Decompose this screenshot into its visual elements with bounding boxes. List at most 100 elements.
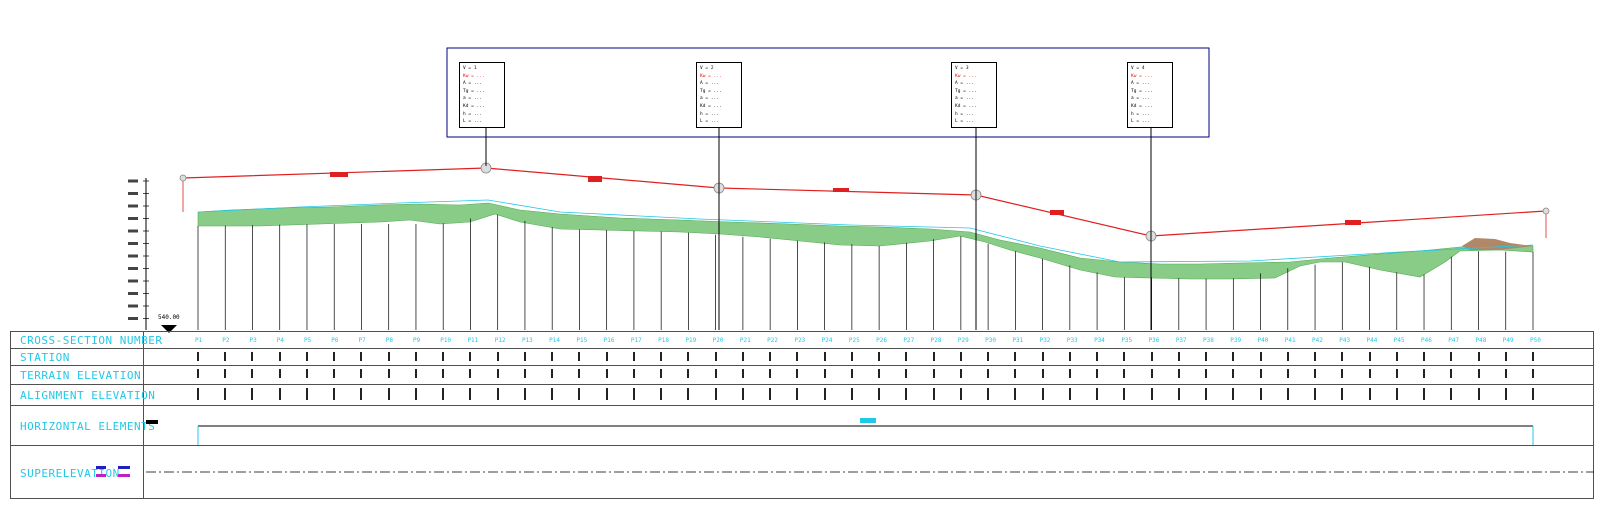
band-value-mark xyxy=(1232,369,1235,378)
pvi-box-line: Kw = ... xyxy=(700,73,722,79)
band-value-mark xyxy=(278,369,281,378)
band-value-mark xyxy=(1177,388,1180,400)
axis-tick-label xyxy=(128,304,138,308)
pvi-box-line: A = ... xyxy=(955,81,974,87)
axis-tick-label xyxy=(128,242,138,245)
band-value-mark xyxy=(469,369,472,378)
band-value-mark xyxy=(278,352,281,361)
band-value-mark xyxy=(660,388,663,400)
cross-section-label: P18 xyxy=(658,337,669,344)
band-value-mark xyxy=(1477,352,1480,361)
band-value-mark xyxy=(714,369,717,378)
pvi-box-line: L = ... xyxy=(463,119,482,125)
band-value-mark xyxy=(1532,352,1534,361)
band-value-mark xyxy=(1395,352,1398,361)
band-table xyxy=(10,331,1594,499)
band-value-mark xyxy=(1423,388,1426,400)
band-value-mark xyxy=(1096,369,1099,378)
pvi-box-line: a = ... xyxy=(955,96,974,102)
cross-section-label: P20 xyxy=(712,337,724,344)
band-value-mark xyxy=(741,352,744,361)
band-value-mark xyxy=(578,369,581,378)
band-value-mark xyxy=(605,388,608,400)
pvi-box-line: a = ... xyxy=(463,96,482,102)
band-value-mark xyxy=(769,352,772,361)
band-value-mark xyxy=(1205,388,1208,400)
band-value-mark xyxy=(469,388,472,400)
band-value-mark xyxy=(1423,352,1426,361)
band-value-mark xyxy=(1368,369,1371,378)
band-value-mark xyxy=(1259,388,1262,400)
band-value-mark xyxy=(442,369,445,378)
band-value-mark xyxy=(333,369,336,378)
band-value-mark xyxy=(1014,352,1017,361)
band-value-mark xyxy=(1096,352,1099,361)
band-value-mark xyxy=(578,388,581,400)
axis-tick-label xyxy=(128,279,138,283)
pvi-data-box: V = 2 Kw = ... A = ... Tg = ... a = ... Kd = … xyxy=(696,62,742,128)
band-value-mark xyxy=(714,352,717,361)
band-value-mark xyxy=(1286,369,1289,378)
cross-section-label: P14 xyxy=(549,337,561,344)
axis-tick-label xyxy=(128,179,138,183)
band-value-mark xyxy=(1450,369,1453,378)
band-value-mark xyxy=(1014,388,1017,400)
cross-section-label: P4 xyxy=(276,337,284,344)
cross-section-label: P37 xyxy=(1175,337,1187,344)
band-value-mark xyxy=(687,388,690,400)
band-value-mark xyxy=(496,388,499,400)
band-value-mark xyxy=(1477,369,1480,378)
band-value-mark xyxy=(251,369,254,378)
band-value-mark xyxy=(796,352,799,361)
band-divider-1 xyxy=(10,348,1594,349)
pvi-box-line: a = ... xyxy=(1131,96,1150,102)
band-value-mark xyxy=(333,388,336,400)
band-value-mark xyxy=(1150,352,1153,361)
axis-tick-label xyxy=(128,267,138,270)
band-value-mark xyxy=(850,369,853,378)
band-value-mark xyxy=(442,352,445,361)
band-value-mark xyxy=(878,352,881,361)
cross-section-label: P46 xyxy=(1421,337,1432,344)
band-value-mark xyxy=(632,388,635,400)
band-value-mark xyxy=(741,388,744,400)
grade-labels xyxy=(330,172,1361,225)
cross-section-label: P39 xyxy=(1230,337,1242,344)
band-value-mark xyxy=(224,369,227,378)
band-value-mark xyxy=(1395,388,1398,400)
band-value-mark xyxy=(387,388,390,400)
cross-section-label: P35 xyxy=(1121,337,1133,344)
cross-section-label: P31 xyxy=(1012,337,1024,344)
pvi-box-line: Kw = ... xyxy=(463,73,485,79)
band-value-mark xyxy=(1014,369,1017,378)
band-value-mark xyxy=(959,369,962,378)
band-value-mark xyxy=(414,352,417,361)
band-value-mark xyxy=(224,388,227,400)
band-value-mark xyxy=(905,388,908,400)
cross-section-label: P48 xyxy=(1475,337,1487,344)
band-value-mark xyxy=(1504,352,1507,361)
band-value-mark xyxy=(1314,352,1317,361)
cross-section-label: P13 xyxy=(521,337,533,344)
cross-section-label: P1 xyxy=(195,337,203,344)
cross-section-label: P24 xyxy=(821,337,833,344)
band-value-mark xyxy=(1041,388,1044,400)
cyan-existing-ground xyxy=(197,199,1534,263)
band-value-mark xyxy=(360,369,363,378)
cross-section-label: P22 xyxy=(767,337,778,344)
band-value-mark xyxy=(714,388,717,400)
pvi-box-line: Kd = ... xyxy=(1131,103,1153,109)
cross-section-label: P40 xyxy=(1257,337,1269,344)
band-value-mark xyxy=(1150,369,1153,378)
cross-section-label: P49 xyxy=(1502,337,1514,344)
pvi-box-line: a = ... xyxy=(700,96,719,102)
pvi-box-line: Kd = ... xyxy=(463,103,485,109)
cross-section-label: P29 xyxy=(957,337,969,344)
pvi-data-box: V = 4 Kw = ... A = ... Tg = ... a = ... Kd = … xyxy=(1127,62,1173,128)
cross-section-label: P33 xyxy=(1066,337,1078,344)
cross-section-label: P8 xyxy=(385,337,393,344)
band-value-mark xyxy=(442,388,445,400)
pvi-box-line: Tg = ... xyxy=(1131,88,1153,94)
pvi-box-line: L = ... xyxy=(955,119,974,125)
